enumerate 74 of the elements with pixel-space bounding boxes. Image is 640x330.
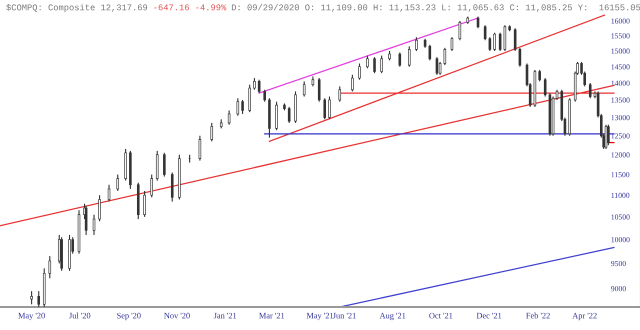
candlestick <box>450 36 454 52</box>
x-tick-label: Feb '22 <box>526 312 550 318</box>
candlestick <box>488 36 492 52</box>
candlestick <box>302 80 306 98</box>
candlestick <box>92 214 96 236</box>
candlestick <box>236 98 240 116</box>
candlestick <box>538 69 541 82</box>
candlestick <box>156 150 159 182</box>
candlestick <box>98 194 101 222</box>
candlestick <box>398 52 402 68</box>
candlestick <box>380 55 383 74</box>
candlestick <box>408 46 411 68</box>
text: D: 09/29/2020 O: 11,109.00 H: 11,153.23 L: 11,065.63 C: 11,085.25 Y: 16155.05 <box>232 4 640 12</box>
candlestick <box>198 135 202 162</box>
candlestick <box>514 28 516 52</box>
candlestick <box>388 50 391 61</box>
x-tick-label: Jun '21 <box>332 312 356 318</box>
candlestick <box>318 78 321 102</box>
candlestick <box>220 118 223 129</box>
candlestick <box>607 124 610 146</box>
candlestick <box>275 101 278 131</box>
candlestick <box>48 256 52 279</box>
text: -647.16 -4.99% <box>154 4 226 10</box>
candlestick <box>228 110 230 126</box>
candlestick <box>544 78 546 98</box>
x-tick-label: Apr '22 <box>572 312 597 320</box>
candlestick <box>116 174 120 192</box>
candlestick <box>444 47 446 66</box>
x-tick-label: Aug '21 <box>380 312 406 320</box>
candlestick <box>328 96 331 120</box>
candlestick <box>476 16 480 29</box>
candlestick <box>518 47 522 68</box>
candlestick <box>108 184 110 202</box>
candlestick <box>373 56 376 74</box>
candlestick <box>438 61 442 76</box>
x-tick-label: Jul '20 <box>69 312 90 318</box>
x-tick-label: Sep '20 <box>117 312 141 320</box>
candlestick <box>415 36 418 52</box>
x-tick-label: Nov '20 <box>164 312 190 318</box>
candlestick <box>504 24 506 52</box>
candlestick <box>484 24 486 41</box>
x-tick-label: May '21 <box>306 312 334 320</box>
candlestick <box>288 106 290 124</box>
candlestick <box>428 44 432 61</box>
candlestick <box>312 76 314 87</box>
x-tick-label: Jan '21 <box>214 312 236 318</box>
candlestick <box>253 78 256 90</box>
candlestick <box>351 74 354 92</box>
candlestick <box>588 82 592 99</box>
candlestick <box>366 55 369 69</box>
x-tick-label: Dec '21 <box>476 312 502 318</box>
candlestick <box>163 152 166 178</box>
candlestick <box>150 174 153 198</box>
candlestick <box>498 32 502 52</box>
x-tick-label: May '20 <box>18 312 45 320</box>
candlestick <box>258 79 260 94</box>
candlestick <box>424 38 426 48</box>
candlestick <box>210 122 214 142</box>
candlestick <box>323 98 326 120</box>
candlestick <box>241 99 244 114</box>
candlestick <box>436 56 438 76</box>
chart-title: $COMPQ: Composite 12,317.69 <box>6 4 148 12</box>
candlestick <box>170 172 174 202</box>
candlestick <box>604 124 608 150</box>
candlestick <box>358 62 361 80</box>
candlestick <box>263 89 266 102</box>
candlestick <box>493 32 496 52</box>
x-tick-label: Oct '21 <box>429 312 452 318</box>
candlestick <box>143 190 146 218</box>
candlestick <box>338 86 342 102</box>
candlestick <box>248 84 251 113</box>
candlestick <box>30 290 33 305</box>
candlestick <box>458 20 462 41</box>
x-tick-label: Mar '21 <box>259 312 284 318</box>
